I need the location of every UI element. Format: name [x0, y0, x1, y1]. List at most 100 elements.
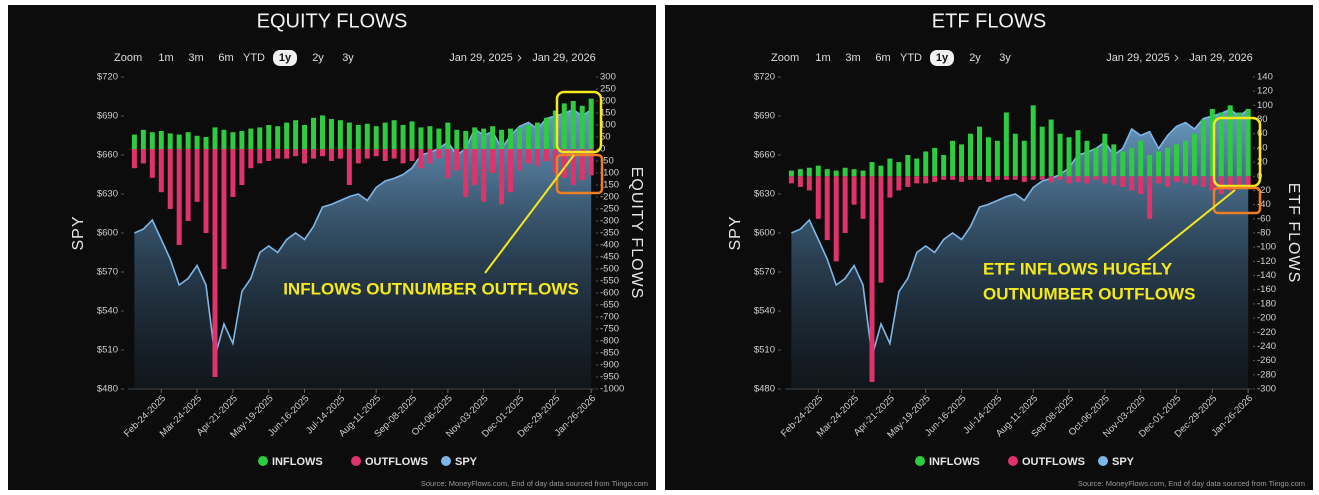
flow-bar: [221, 129, 227, 149]
flow-bar: [257, 149, 263, 164]
flow-bar: [355, 149, 361, 164]
flow-bar: [579, 105, 585, 149]
zoom-button[interactable]: 1m: [815, 52, 830, 64]
y2-tick-label: -1000: [600, 384, 624, 395]
y2-tick-label: -800: [600, 336, 619, 347]
zoom-button[interactable]: YTD: [243, 52, 265, 64]
flow-bar: [302, 125, 308, 149]
zoom-button[interactable]: 6m: [218, 52, 233, 64]
flow-bar: [941, 155, 947, 177]
flow-bar: [932, 176, 938, 182]
flow-bar: [941, 176, 947, 180]
zoom-button[interactable]: 2y: [969, 52, 981, 64]
y2-tick-label: -300: [1257, 384, 1276, 395]
flow-bar: [1191, 176, 1197, 185]
zoom-button[interactable]: YTD: [900, 52, 922, 64]
y2-tick-label: 80: [1257, 114, 1268, 125]
flow-bar: [508, 149, 514, 193]
flow-bar: [364, 149, 370, 159]
range-end: Jan 29, 2026: [1189, 52, 1253, 64]
flow-bar: [552, 110, 558, 149]
y2-tick-label: -900: [600, 360, 619, 371]
zoom-button[interactable]: 6m: [875, 52, 890, 64]
flow-bar: [373, 149, 379, 157]
flow-bar: [1030, 105, 1036, 177]
y2-tick-label: 140: [1257, 72, 1273, 83]
flow-bar: [1227, 176, 1233, 191]
flow-bar: [1218, 112, 1224, 177]
legend-label[interactable]: SPY: [1112, 456, 1135, 468]
flow-bar: [1039, 176, 1045, 180]
flow-bar: [319, 115, 325, 149]
flow-bar: [427, 126, 433, 149]
flow-bar: [950, 176, 956, 180]
legend-label[interactable]: INFLOWS: [272, 456, 323, 468]
y-tick-label: $510: [754, 345, 775, 356]
y2-tick-label: -180: [1257, 298, 1276, 309]
zoom-button[interactable]: 3m: [188, 52, 203, 64]
y2-tick-label: -500: [600, 264, 619, 275]
legend-label[interactable]: OUTFLOWS: [1022, 456, 1085, 468]
flow-bar: [878, 165, 884, 177]
flow-bar: [1129, 147, 1135, 177]
zoom-button[interactable]: 1m: [158, 52, 173, 64]
legend-label[interactable]: INFLOWS: [929, 456, 980, 468]
flow-bar: [373, 126, 379, 149]
zoom-button[interactable]: 3m: [845, 52, 860, 64]
flow-bar: [1147, 176, 1153, 219]
highlight-box: [555, 90, 603, 154]
flow-bar: [328, 119, 334, 149]
flow-bar: [391, 149, 397, 159]
flow-bar: [1120, 176, 1126, 187]
y-axis-title: SPY: [727, 215, 744, 250]
flow-bar: [454, 129, 460, 149]
y2-tick-label: -240: [1257, 341, 1276, 352]
y-tick-label: $630: [754, 189, 775, 200]
flow-bar: [328, 149, 334, 161]
flow-bar: [1245, 176, 1251, 187]
y2-tick-label: -260: [1257, 355, 1276, 366]
annotation: INFLOWS OUTNUMBER OUTFLOWS: [283, 279, 579, 298]
zoom-button[interactable]: 1y: [279, 52, 292, 64]
flow-bar: [400, 149, 406, 164]
y-tick-label: $630: [97, 189, 118, 200]
flow-bar: [1057, 133, 1063, 177]
flow-bar: [454, 149, 460, 171]
flow-bar: [1093, 147, 1099, 177]
chart-title: ETF FLOWS: [932, 10, 1046, 32]
zoom-button[interactable]: 3y: [342, 52, 354, 64]
y-tick-label: $480: [97, 384, 118, 395]
flow-bar: [337, 149, 343, 159]
flow-bar: [167, 149, 173, 209]
flow-bar: [1075, 176, 1081, 182]
highlight-box: [555, 153, 604, 195]
flow-bar: [158, 149, 164, 193]
zoom-label: Zoom: [114, 52, 142, 64]
legend-label[interactable]: OUTFLOWS: [365, 456, 428, 468]
flow-bar: [1227, 105, 1233, 177]
y2-tick-label: -80: [1257, 228, 1271, 239]
flow-bar: [1156, 151, 1162, 177]
flow-bar: [1003, 176, 1009, 180]
flow-bar: [815, 165, 821, 177]
zoom-button[interactable]: 1y: [936, 52, 949, 64]
flow-bar: [472, 149, 478, 185]
legend-label[interactable]: SPY: [455, 456, 478, 468]
flow-bar: [570, 101, 576, 149]
flow-bar: [1021, 176, 1027, 182]
flow-bar: [131, 134, 137, 149]
y2-tick-label: -700: [600, 312, 619, 323]
flow-bar: [436, 128, 442, 149]
flow-bar: [400, 125, 406, 149]
y-tick-label: $600: [754, 228, 775, 239]
flow-bar: [1165, 147, 1171, 177]
range-start: Jan 29, 2025: [1106, 52, 1170, 64]
legend-swatch: [1008, 456, 1018, 466]
zoom-button[interactable]: 3y: [999, 52, 1011, 64]
flow-bar: [445, 122, 451, 149]
zoom-button[interactable]: 2y: [312, 52, 324, 64]
flow-bar: [833, 176, 839, 262]
flow-bar: [976, 126, 982, 177]
flow-bar: [994, 176, 1000, 180]
y2-tick-label: -100: [1257, 242, 1276, 253]
